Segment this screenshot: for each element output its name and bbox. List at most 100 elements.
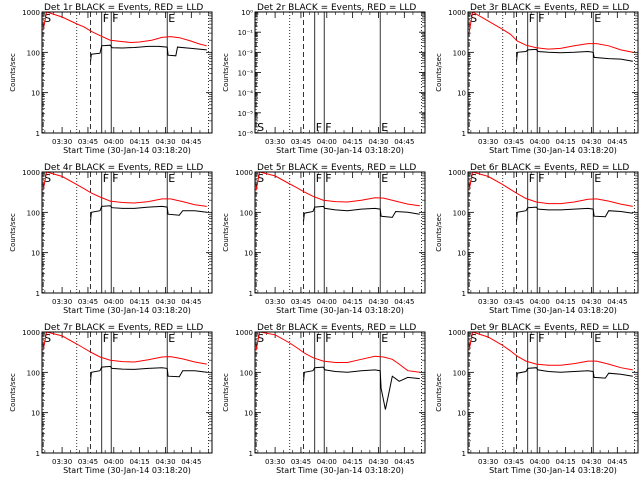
x-axis-label: Start Time (30-Jan-14 03:18:20)	[489, 306, 617, 315]
event-marker-label: F	[538, 12, 544, 25]
x-tick-label: 04:30	[368, 298, 388, 306]
event-rate-line	[303, 205, 420, 222]
y-axis-label: Counts/sec	[222, 373, 230, 412]
y-tick-label: 100	[27, 49, 40, 57]
y-tick-label: 10⁻⁶	[238, 130, 254, 138]
chart-panel: Det 2r BLACK = Events, RED = LLD Counts/s…	[222, 3, 426, 155]
y-tick-label: 1000	[22, 169, 40, 177]
y-axis-label: Counts/sec	[435, 373, 443, 412]
event-marker-label: E	[381, 332, 388, 345]
x-tick-label: 04:45	[607, 458, 627, 466]
y-tick-label: 10⁰	[241, 9, 253, 17]
lld-rate-line	[42, 12, 207, 47]
x-tick-label: 04:30	[155, 298, 175, 306]
y-tick-label: 100	[453, 49, 466, 57]
chart-title: Det 2r BLACK = Events, RED = LLD	[257, 3, 416, 13]
y-tick-label: 10⁻⁵	[238, 110, 254, 118]
x-tick-label: 04:45	[394, 458, 414, 466]
x-axis-label: Start Time (30-Jan-14 03:18:20)	[63, 306, 191, 315]
x-tick-label: 04:15	[556, 138, 576, 146]
y-tick-label: 1000	[448, 9, 466, 17]
event-marker-label: E	[594, 12, 601, 25]
lld-rate-line	[255, 172, 420, 207]
event-marker-label: S	[44, 172, 51, 185]
event-marker-label: F	[529, 12, 535, 25]
x-tick-label: 03:45	[78, 458, 98, 466]
x-tick-label: 04:45	[181, 138, 201, 146]
event-marker-label: F	[112, 12, 118, 25]
y-tick-label: 1000	[235, 169, 253, 177]
x-tick-label: 04:15	[130, 458, 150, 466]
plot-frame	[254, 11, 426, 134]
y-tick-label: 100	[240, 369, 253, 377]
plot-frame	[41, 11, 213, 134]
x-tick-label: 03:30	[52, 458, 72, 466]
y-tick-label: 10	[31, 90, 40, 98]
y-tick-label: 10	[31, 410, 40, 418]
event-marker-label: S	[44, 332, 51, 345]
y-axis-label: Counts/sec	[9, 373, 17, 412]
chart-title: Det 7r BLACK = Events, RED = LLD	[44, 323, 203, 333]
lld-rate-line	[255, 332, 420, 373]
x-tick-label: 04:30	[368, 458, 388, 466]
event-marker-label: F	[325, 121, 331, 134]
y-tick-label: 1000	[448, 169, 466, 177]
x-axis-label: Start Time (30-Jan-14 03:18:20)	[276, 466, 404, 475]
y-axis-label: Counts/sec	[222, 213, 230, 252]
event-marker-label: F	[529, 332, 535, 345]
event-rate-line	[90, 44, 207, 62]
x-tick-label: 03:30	[52, 298, 72, 306]
x-tick-label: 04:45	[394, 138, 414, 146]
x-tick-label: 04:45	[181, 458, 201, 466]
event-marker-label: F	[316, 172, 322, 185]
y-tick-label: 10	[244, 410, 253, 418]
y-tick-label: 1000	[448, 329, 466, 337]
event-marker-label: E	[381, 172, 388, 185]
x-tick-label: 04:00	[317, 138, 337, 146]
x-tick-label: 03:45	[78, 138, 98, 146]
lld-rate-line	[468, 12, 633, 53]
y-tick-label: 1	[462, 130, 466, 138]
x-tick-label: 03:30	[52, 138, 72, 146]
event-marker-label: F	[316, 332, 322, 345]
y-tick-label: 10	[457, 410, 466, 418]
y-tick-label: 1	[36, 290, 40, 298]
y-tick-label: 100	[453, 209, 466, 217]
x-tick-label: 03:45	[504, 138, 524, 146]
event-marker-label: S	[470, 12, 477, 25]
event-marker-label: E	[168, 12, 175, 25]
x-tick-label: 03:45	[291, 138, 311, 146]
lld-rate-line	[468, 172, 633, 207]
y-tick-label: 10⁻¹	[238, 29, 254, 37]
plot-frame	[467, 331, 639, 454]
x-tick-label: 04:30	[581, 138, 601, 146]
x-tick-label: 04:00	[104, 458, 124, 466]
y-tick-label: 10	[244, 250, 253, 258]
chart-title: Det 9r BLACK = Events, RED = LLD	[470, 323, 629, 333]
y-tick-label: 10	[31, 250, 40, 258]
x-tick-label: 03:45	[504, 458, 524, 466]
y-tick-label: 10	[457, 250, 466, 258]
event-marker-label: E	[594, 332, 601, 345]
x-tick-label: 04:45	[607, 298, 627, 306]
event-marker-label: F	[103, 12, 109, 25]
plot-frame	[254, 331, 426, 454]
y-tick-label: 1	[36, 450, 40, 458]
x-tick-label: 03:30	[478, 298, 498, 306]
event-marker-label: S	[257, 332, 264, 345]
x-tick-label: 03:45	[291, 298, 311, 306]
x-tick-label: 04:15	[130, 298, 150, 306]
x-tick-label: 03:45	[504, 298, 524, 306]
y-tick-label: 1	[249, 450, 253, 458]
chart-title: Det 5r BLACK = Events, RED = LLD	[257, 163, 416, 173]
y-tick-label: 100	[240, 209, 253, 217]
chart-panel: Det 5r BLACK = Events, RED = LLD Counts/s…	[222, 163, 426, 315]
chart-title: Det 3r BLACK = Events, RED = LLD	[470, 3, 629, 13]
x-tick-label: 03:45	[291, 458, 311, 466]
event-marker-label: E	[168, 172, 175, 185]
plot-frame	[41, 331, 213, 454]
event-marker-label: S	[44, 12, 51, 25]
x-tick-label: 04:15	[556, 458, 576, 466]
event-marker-label: E	[381, 121, 388, 134]
